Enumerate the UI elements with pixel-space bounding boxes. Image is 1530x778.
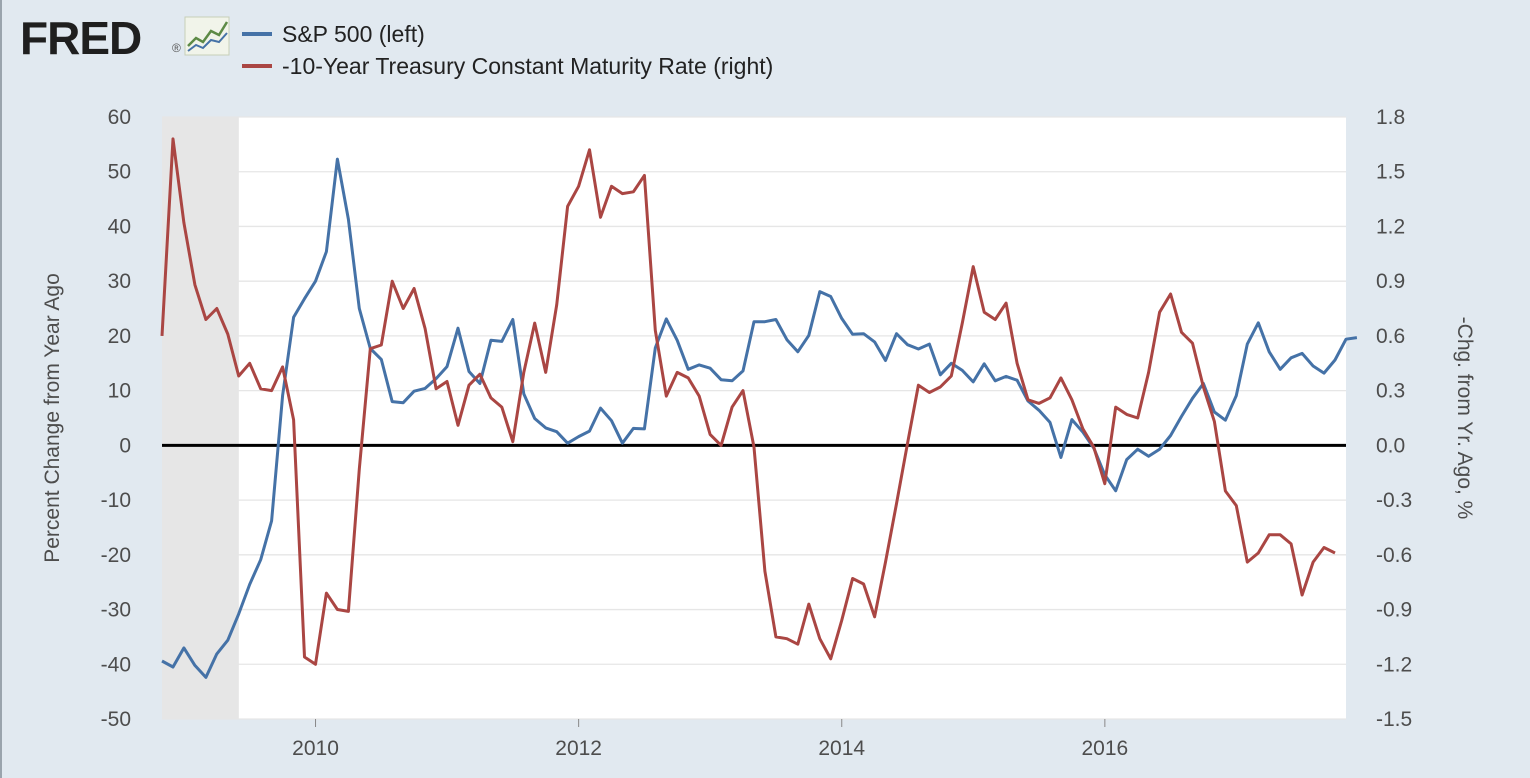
right-tick-label: 0.9 — [1376, 270, 1405, 293]
x-tick-label: 2012 — [555, 737, 602, 760]
left-tick-label: 60 — [108, 106, 131, 129]
legend-label-sp500: S&P 500 (left) — [282, 21, 425, 47]
left-tick-label: 40 — [108, 215, 131, 238]
left-tick-label: 0 — [119, 434, 131, 457]
left-tick-label: -50 — [101, 708, 131, 731]
right-tick-label: -1.5 — [1376, 708, 1412, 731]
right-tick-label: 1.8 — [1376, 106, 1405, 129]
right-tick-label: -0.3 — [1376, 489, 1412, 512]
right-tick-label: -0.9 — [1376, 599, 1412, 622]
recession-shading — [162, 117, 239, 719]
left-tick-label: 10 — [108, 380, 131, 403]
series-line-sp500 — [161, 157, 1358, 679]
chart-icon — [184, 16, 230, 56]
fred-logo: FRED ® — [20, 12, 230, 64]
left-tick-label: -30 — [101, 599, 131, 622]
window-left-edge — [0, 0, 2, 778]
left-axis-title: Percent Change from Year Ago — [41, 273, 64, 563]
trademark-mark: ® — [172, 41, 181, 55]
left-tick-label: 20 — [108, 325, 131, 348]
x-axis-ticks: 2010 2012 2014 2016 — [292, 719, 1128, 760]
left-tick-label: 50 — [108, 161, 131, 184]
right-tick-label: -1.2 — [1376, 653, 1412, 676]
fred-logo-text: FRED — [20, 12, 141, 64]
left-tick-label: -10 — [101, 489, 131, 512]
series-line-treasury — [160, 137, 1336, 666]
right-tick-label: -0.6 — [1376, 544, 1412, 567]
left-axis-ticks: 60 50 40 30 20 10 0 -10 -20 -30 -40 -50 — [101, 106, 131, 731]
right-tick-label: 1.5 — [1376, 161, 1405, 184]
legend: S&P 500 (left) -10-Year Treasury Constan… — [242, 21, 773, 79]
legend-label-treasury: -10-Year Treasury Constant Maturity Rate… — [282, 53, 773, 79]
left-tick-label: -20 — [101, 544, 131, 567]
right-axis-ticks: 1.8 1.5 1.2 0.9 0.6 0.3 0.0 -0.3 -0.6 -0.9 -1.2 -1.… — [1376, 106, 1412, 731]
x-tick-label: 2010 — [292, 737, 339, 760]
left-tick-label: -40 — [101, 653, 131, 676]
x-tick-label: 2016 — [1081, 737, 1128, 760]
right-tick-label: 1.2 — [1376, 215, 1405, 238]
right-tick-label: 0.3 — [1376, 380, 1405, 403]
right-tick-label: 0.0 — [1376, 434, 1405, 457]
right-axis-title: -Chg. from Yr. Ago, % — [1453, 317, 1476, 520]
left-tick-label: 30 — [108, 270, 131, 293]
x-tick-label: 2014 — [818, 737, 865, 760]
right-tick-label: 0.6 — [1376, 325, 1405, 348]
plot-area — [162, 117, 1346, 719]
